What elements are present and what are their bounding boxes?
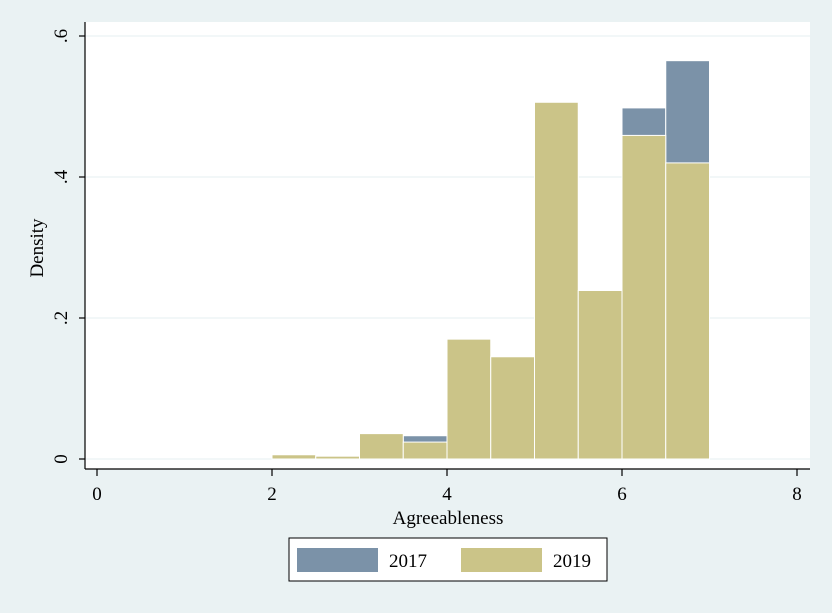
bar-2019-bin-2 — [359, 433, 404, 460]
y-tick-label: 0 — [51, 454, 72, 464]
y-axis-title: Density — [27, 218, 48, 278]
bar-2019-bin-4 — [446, 338, 492, 460]
bars — [271, 60, 710, 460]
bar-2019-bin-3 — [402, 441, 448, 460]
y-tick-label: .2 — [51, 311, 72, 325]
bar-2019-bin-9 — [665, 162, 710, 460]
bar-2019-bin-0 — [271, 454, 317, 460]
bar-2019-bin-7 — [577, 290, 623, 460]
x-tick-label: 6 — [617, 484, 627, 505]
bar-2019-bin-6 — [534, 101, 579, 460]
axes: 0 .2 .4 .6 0 2 4 6 8 — [51, 22, 810, 505]
legend-key-2019 — [461, 548, 542, 572]
x-axis-title: Agreeableness — [393, 508, 504, 529]
legend: 2017 2019 — [288, 537, 608, 582]
y-tick-label: .6 — [51, 29, 72, 43]
bar-2019-bin-5 — [490, 356, 535, 460]
bar-2019-bin-1 — [315, 455, 360, 460]
x-tick-label: 2 — [267, 484, 277, 505]
legend-label-2017: 2017 — [389, 551, 427, 572]
legend-label-2019: 2019 — [553, 551, 591, 572]
y-tick-label: .4 — [51, 169, 72, 184]
x-tick-label: 8 — [792, 484, 802, 505]
x-tick-label: 0 — [92, 484, 102, 505]
bar-2019-bin-8 — [621, 134, 667, 460]
legend-key-2017 — [297, 548, 378, 572]
x-tick-label: 4 — [442, 484, 452, 505]
